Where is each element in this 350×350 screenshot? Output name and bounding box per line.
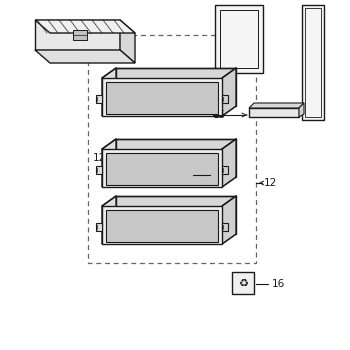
Polygon shape [102, 234, 236, 244]
Text: 12-2: 12-2 [93, 153, 117, 163]
Polygon shape [106, 153, 218, 185]
Polygon shape [102, 196, 116, 244]
Polygon shape [222, 196, 236, 244]
Text: 15: 15 [213, 110, 226, 120]
Polygon shape [222, 223, 228, 231]
Polygon shape [102, 149, 222, 187]
Bar [249, 108, 299, 117]
Polygon shape [116, 68, 236, 106]
Polygon shape [96, 95, 102, 103]
Bar [88, 35, 256, 263]
Polygon shape [299, 103, 304, 117]
Polygon shape [116, 139, 236, 177]
Polygon shape [102, 68, 116, 116]
Polygon shape [35, 20, 120, 50]
Bar [73, 30, 87, 40]
Polygon shape [222, 166, 228, 174]
Polygon shape [116, 196, 236, 234]
Polygon shape [222, 139, 236, 187]
Polygon shape [106, 82, 218, 114]
Text: ♻: ♻ [238, 278, 248, 288]
Polygon shape [96, 223, 102, 231]
Bar [305, 8, 321, 117]
Polygon shape [96, 166, 102, 174]
Polygon shape [222, 95, 228, 103]
Polygon shape [102, 78, 222, 116]
Bar [215, 5, 263, 73]
Polygon shape [249, 103, 304, 108]
Polygon shape [102, 139, 116, 187]
Polygon shape [35, 50, 135, 63]
Text: 12-1: 12-1 [196, 178, 220, 188]
Bar [302, 5, 324, 120]
Polygon shape [222, 68, 236, 116]
Polygon shape [120, 20, 135, 63]
Bar [220, 10, 258, 68]
Polygon shape [102, 177, 236, 187]
Polygon shape [102, 206, 222, 244]
Bar [232, 272, 254, 294]
Polygon shape [102, 106, 236, 116]
Polygon shape [106, 210, 218, 242]
Text: 16: 16 [272, 279, 285, 289]
Text: 12: 12 [264, 178, 277, 188]
Polygon shape [35, 20, 135, 33]
